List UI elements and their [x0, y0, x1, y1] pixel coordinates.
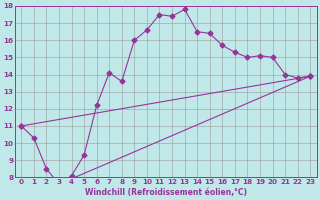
X-axis label: Windchill (Refroidissement éolien,°C): Windchill (Refroidissement éolien,°C): [85, 188, 247, 197]
